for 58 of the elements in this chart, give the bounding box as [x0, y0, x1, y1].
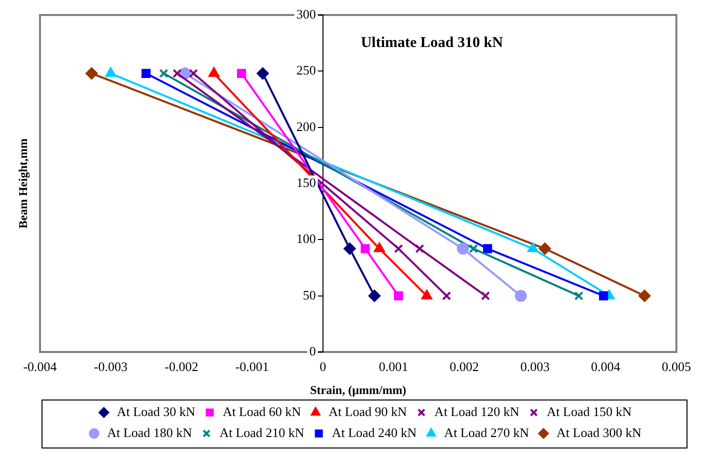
point: [394, 244, 404, 254]
x-tick-label: -0.003: [94, 359, 128, 374]
y-tick-label: 0: [309, 343, 316, 358]
x-axis-title: Strain, (µmm/mm): [310, 382, 406, 397]
point: [483, 244, 492, 254]
y-axis-title: Beam Height,mm: [16, 138, 30, 228]
legend-label: At Load 30 kN: [116, 404, 196, 419]
point: [480, 291, 490, 300]
point: [344, 242, 356, 255]
point: [415, 244, 424, 254]
point: [236, 68, 246, 78]
legend-label: At Load 120 kN: [434, 404, 520, 419]
point: [456, 242, 469, 255]
x-tick-label: -0.004: [23, 359, 58, 374]
point: [442, 291, 452, 300]
point: [105, 67, 116, 77]
y-tick-label: 300: [296, 6, 316, 22]
y-tick-label: 250: [296, 62, 316, 78]
legend-label: At Load 150 kN: [546, 404, 632, 419]
x-tick-label: -0.001: [235, 359, 269, 374]
y-tick-label: 50: [302, 287, 316, 302]
point: [394, 291, 404, 300]
legend-label: At Load 240 kN: [332, 424, 418, 440]
point: [538, 242, 551, 255]
point: [421, 290, 432, 300]
point: [256, 67, 269, 80]
legend-label: At Load 300 kN: [556, 424, 642, 440]
point: [172, 68, 182, 78]
legend-label: At Load 270 kN: [444, 424, 530, 440]
legend-label: At Load 210 kN: [219, 424, 305, 440]
point: [368, 290, 380, 302]
point: [208, 67, 220, 77]
point: [599, 291, 608, 300]
x-tick-label: -0.002: [164, 359, 198, 374]
point: [528, 242, 538, 252]
x-tick-label: 0.005: [662, 359, 691, 374]
point: [374, 242, 385, 252]
x-tick-label: 0.002: [450, 359, 479, 374]
y-tick-label: 150: [296, 174, 316, 190]
point: [514, 290, 527, 302]
y-tick-label: 100: [296, 231, 316, 246]
point: [188, 68, 198, 78]
legend-label: At Load 60 kN: [222, 404, 302, 419]
point: [468, 244, 478, 254]
point: [142, 68, 151, 78]
x-tick-label: 0.004: [591, 359, 621, 374]
x-tick-label: 0.001: [378, 359, 408, 374]
text: Ultimate Load 310 kN: [360, 34, 504, 51]
point: [638, 290, 651, 302]
y-tick-label: 200: [296, 118, 316, 134]
legend-label: At Load 180 kN: [107, 424, 193, 440]
legend-label: At Load 90 kN: [328, 404, 408, 419]
point: [86, 67, 98, 80]
point: [159, 68, 168, 78]
point: [574, 291, 584, 300]
x-tick-label: 0: [320, 359, 326, 374]
x-tick-label: 0.003: [520, 359, 550, 374]
point: [360, 244, 370, 254]
